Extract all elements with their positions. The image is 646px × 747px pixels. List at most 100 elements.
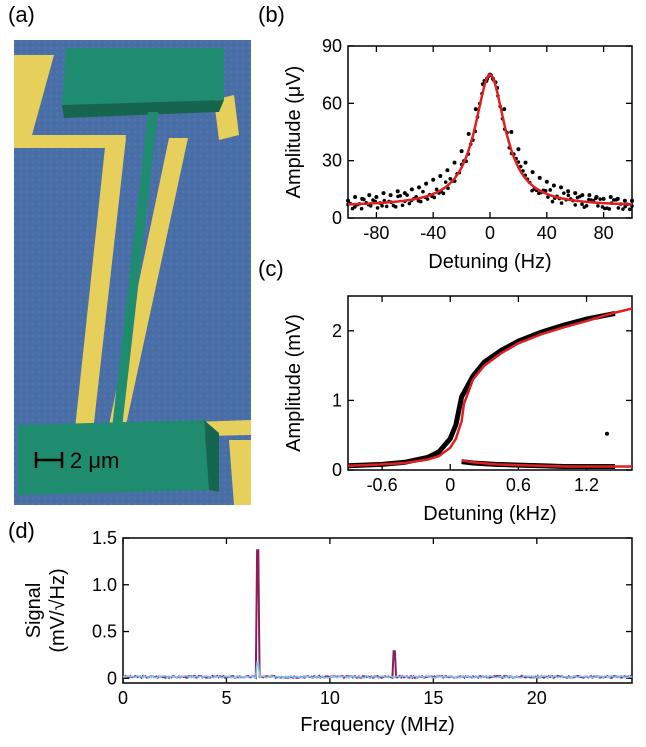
fit-lower-branch [461,459,632,468]
electrode-top-left [14,55,54,135]
x-tick-label: -40 [420,223,446,243]
data-point [550,199,555,204]
data-point [432,195,437,200]
data-upper-branch [347,310,616,469]
data-point [384,204,389,209]
data-point [425,197,430,201]
sem-micrograph: 2 μm [14,40,251,505]
data-point [405,193,409,197]
panel-label-a: (a) [8,2,35,27]
data-point [523,160,528,165]
nanobeam-resonator [112,112,158,428]
data-point [362,197,366,202]
y-tick-label: 30 [322,151,342,171]
data-point [562,191,566,195]
bottom-clamp-edge [204,420,219,492]
data-point [388,193,393,198]
data-point [417,185,421,190]
data-point [516,147,521,152]
data-point [509,130,514,134]
x-tick-label: 10 [320,688,340,708]
data-point [434,187,439,192]
data-point [614,198,618,202]
plot-d: 0 5 10 15 20 0 0.5 1.0 1.5 Frequency (MHz) Signal(… [23,528,633,736]
data-point [473,107,478,112]
y-tick-label: 60 [322,93,342,113]
x-tick-label: 80 [594,223,614,243]
data-point [593,196,598,201]
data-point [393,205,398,209]
data-point [530,170,535,175]
data-point [573,191,578,196]
data-point [551,183,556,188]
lorentzian-fit-line [348,73,632,206]
spectrum-trace-light-blue [122,661,633,679]
plot-c: -0.6 0 0.6 1.2 0 1 2 Detuning (kHz) Amplitude (m… [283,295,633,525]
scale-bar [34,452,64,468]
x-tick-label: -80 [363,223,389,243]
x-tick-label: 1.2 [574,475,599,495]
x-tick-label: 20 [527,688,547,708]
x-tick-label: 5 [221,688,231,708]
electrode-left [69,138,126,485]
plot-frame [347,45,633,219]
panel-label-c: (c) [258,256,284,281]
data-point [375,206,380,210]
x-axis-title: Frequency (MHz) [300,714,454,736]
spectrum-trace-purple [122,549,633,680]
data-point [418,199,423,204]
x-axis-title: Detuning (kHz) [423,503,556,525]
data-point [398,193,403,198]
x-tick-label: -0.6 [367,475,398,495]
data-point [452,160,457,165]
data-point [577,194,582,199]
data-point [621,207,625,211]
data-point [353,194,358,199]
electrode-bridge [14,135,126,148]
data-point [502,107,507,112]
x-tick-label: 40 [537,223,557,243]
top-clamp-pad [62,48,224,105]
y-axis-title: Amplitude (μV) [283,66,305,199]
data-point [407,201,412,206]
electrode-bottom-right [229,440,251,505]
data-point [566,193,571,198]
x-tick-label: 0 [118,688,128,708]
x-tick-label: 0 [485,223,495,243]
data-point [622,198,627,203]
data-point [400,203,405,208]
data-point [627,207,632,212]
y-tick-label: 0 [332,460,342,480]
y-tick-label: 90 [322,36,342,56]
data-point [395,189,400,194]
data-point [381,191,386,196]
y-axis-title-line2: (mV/√Hz) [47,568,69,652]
data-point [630,198,634,203]
y-tick-label: 1.5 [92,528,117,548]
data-point [544,179,549,184]
x-tick-label: 0.6 [506,475,531,495]
data-point [346,198,350,203]
data-point [559,185,563,190]
data-point [431,177,436,182]
y-axis-title-line1: Signal [23,583,45,639]
data-point [443,180,448,184]
data-point [608,194,613,199]
data-point [359,206,364,211]
data-point [409,187,414,192]
data-point [616,206,621,210]
y-tick-label: 0 [332,208,342,228]
panel-label-d: (d) [8,518,35,543]
data-point [546,195,550,199]
data-point [601,196,606,201]
data-point [466,131,471,136]
x-tick-label: 0 [445,475,455,495]
data-point [623,204,627,209]
data-point [445,168,450,173]
data-outlier-point [605,431,610,436]
data-point [380,204,384,208]
plot-frame [347,295,633,471]
data-point [421,189,425,194]
